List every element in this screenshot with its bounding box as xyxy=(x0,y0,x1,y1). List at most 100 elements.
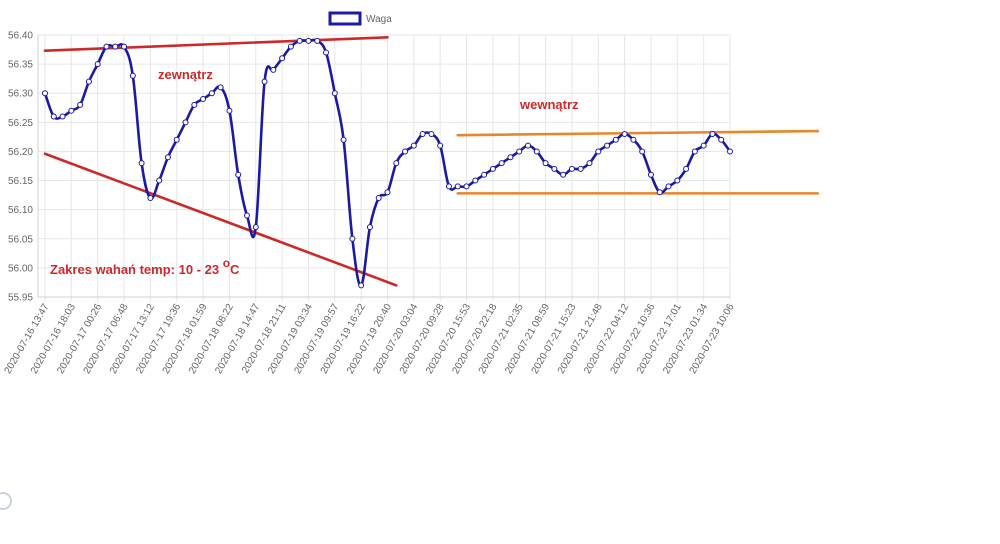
data-point[interactable] xyxy=(393,160,400,167)
data-point[interactable] xyxy=(630,136,637,143)
data-point[interactable] xyxy=(323,49,330,56)
data-point[interactable] xyxy=(296,37,303,44)
y-tick-label: 56.00 xyxy=(8,263,33,274)
grid xyxy=(37,34,731,302)
data-point[interactable] xyxy=(349,235,356,242)
y-tick-label: 56.40 xyxy=(8,31,33,42)
data-point[interactable] xyxy=(498,160,505,167)
annotation-inside: wewnątrz xyxy=(519,97,579,112)
data-point[interactable] xyxy=(173,136,180,143)
data-point[interactable] xyxy=(525,142,532,149)
trend-line xyxy=(43,152,398,287)
data-point[interactable] xyxy=(621,130,628,137)
data-point[interactable] xyxy=(156,177,163,184)
data-point[interactable] xyxy=(718,136,725,143)
data-point[interactable] xyxy=(410,142,417,149)
y-axis-ticks: 56.40 56.35 56.30 56.25 56.20 56.15 56.10 56.05… xyxy=(8,31,33,304)
data-point[interactable] xyxy=(445,183,452,190)
data-point[interactable] xyxy=(340,136,347,143)
y-tick-label: 56.25 xyxy=(8,118,33,129)
data-point[interactable] xyxy=(103,43,110,50)
data-point[interactable] xyxy=(366,224,373,231)
data-point[interactable] xyxy=(147,195,154,202)
data-point[interactable] xyxy=(481,171,488,178)
data-point[interactable] xyxy=(331,90,338,97)
temp-range-unit: C xyxy=(230,262,240,277)
data-point[interactable] xyxy=(507,154,514,161)
data-point[interactable] xyxy=(612,136,619,143)
data-point[interactable] xyxy=(112,43,119,50)
data-point[interactable] xyxy=(604,142,611,149)
series-waga xyxy=(42,37,733,289)
data-point[interactable] xyxy=(68,107,75,114)
data-point[interactable] xyxy=(208,90,215,97)
data-point[interactable] xyxy=(577,165,584,172)
y-tick-label: 56.30 xyxy=(8,89,33,100)
y-tick-label: 56.35 xyxy=(8,60,33,71)
data-point[interactable] xyxy=(59,113,66,120)
data-point[interactable] xyxy=(727,148,733,155)
data-point[interactable] xyxy=(595,148,602,155)
data-point[interactable] xyxy=(683,165,690,172)
data-point[interactable] xyxy=(235,171,242,178)
data-point[interactable] xyxy=(568,165,575,172)
data-point[interactable] xyxy=(656,189,663,196)
data-point[interactable] xyxy=(560,171,567,178)
data-point[interactable] xyxy=(428,130,435,137)
data-point[interactable] xyxy=(261,78,268,85)
data-point[interactable] xyxy=(551,165,558,172)
data-point[interactable] xyxy=(454,183,461,190)
data-point[interactable] xyxy=(129,72,136,79)
data-point[interactable] xyxy=(533,148,540,155)
data-point[interactable] xyxy=(226,107,233,114)
data-point[interactable] xyxy=(358,282,365,289)
data-point[interactable] xyxy=(639,148,646,155)
trend-line xyxy=(456,129,820,137)
data-point[interactable] xyxy=(489,165,496,172)
data-point[interactable] xyxy=(191,101,198,108)
data-point[interactable] xyxy=(164,154,171,161)
data-point[interactable] xyxy=(200,96,207,103)
data-point[interactable] xyxy=(279,55,286,62)
data-point[interactable] xyxy=(402,148,409,155)
data-point[interactable] xyxy=(50,113,57,120)
data-point[interactable] xyxy=(182,119,189,126)
data-point[interactable] xyxy=(270,66,277,73)
data-point[interactable] xyxy=(243,212,250,219)
data-point[interactable] xyxy=(437,142,444,149)
temp-range-text: Zakres wahań temp: 10 - 23 xyxy=(50,262,223,277)
data-point[interactable] xyxy=(674,177,681,184)
data-point[interactable] xyxy=(647,171,654,178)
data-point[interactable] xyxy=(700,142,707,149)
data-point[interactable] xyxy=(94,61,101,68)
data-point[interactable] xyxy=(287,43,294,50)
data-point[interactable] xyxy=(314,37,321,44)
data-point[interactable] xyxy=(542,160,549,167)
legend-swatch[interactable] xyxy=(328,11,362,26)
data-point[interactable] xyxy=(305,37,312,44)
temp-range-degree: o xyxy=(223,256,230,270)
data-point[interactable] xyxy=(85,78,92,85)
trend-line xyxy=(43,36,389,53)
data-point[interactable] xyxy=(375,195,382,202)
data-point[interactable] xyxy=(709,130,716,137)
data-point[interactable] xyxy=(252,224,259,231)
data-point[interactable] xyxy=(691,148,698,155)
legend-label[interactable]: Waga xyxy=(366,14,392,25)
annotation-outside: zewnątrz xyxy=(158,67,213,82)
data-point[interactable] xyxy=(419,130,426,137)
data-point[interactable] xyxy=(665,183,672,190)
data-point[interactable] xyxy=(77,101,84,108)
data-point[interactable] xyxy=(472,177,479,184)
data-point[interactable] xyxy=(516,148,523,155)
legend[interactable]: Waga xyxy=(328,11,392,26)
data-point[interactable] xyxy=(586,160,593,167)
data-point[interactable] xyxy=(463,183,470,190)
data-point[interactable] xyxy=(217,84,224,91)
data-point[interactable] xyxy=(138,160,145,167)
data-point[interactable] xyxy=(42,90,48,97)
data-point[interactable] xyxy=(121,43,128,50)
data-point[interactable] xyxy=(384,189,391,196)
